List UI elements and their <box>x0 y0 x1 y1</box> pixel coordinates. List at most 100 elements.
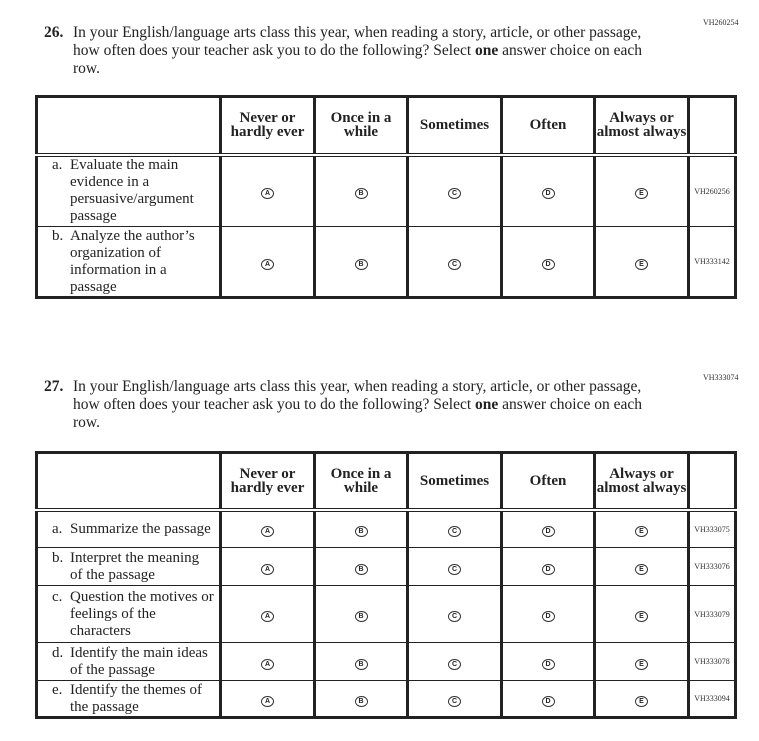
answer-bubble-d[interactable]: D <box>541 188 555 200</box>
answer-bubble-d[interactable]: D <box>541 526 555 538</box>
row-label: b. Interpret the meaning of the passage <box>36 547 221 586</box>
answer-bubble-d[interactable]: D <box>541 611 555 622</box>
row-label: a. Evaluate the main evidence in a persua… <box>36 154 221 227</box>
answer-bubble-b[interactable]: B <box>354 611 368 622</box>
answer-cell[interactable]: A <box>219 509 315 548</box>
table-row: b. Interpret the meaning of the passage A B… <box>36 547 736 586</box>
header-code-blank <box>687 452 736 512</box>
answer-bubble-e[interactable]: E <box>635 258 648 270</box>
answer-cell[interactable]: D <box>500 226 595 298</box>
table-row: d. Identify the main ideas of the passage… <box>36 642 736 681</box>
answer-bubble-a[interactable]: A <box>261 658 274 670</box>
column-header: Often <box>500 452 595 512</box>
item-code: VH333076 <box>687 547 736 586</box>
row-letter: e. <box>52 681 63 698</box>
answer-bubble-e[interactable]: E <box>635 611 648 622</box>
answer-bubble-a[interactable]: A <box>261 611 274 622</box>
row-letter: d. <box>52 644 64 661</box>
answer-cell[interactable]: C <box>406 642 502 681</box>
answer-cell[interactable]: E <box>593 226 689 298</box>
answer-cell[interactable]: D <box>500 154 595 227</box>
prompt-emphasis: one <box>475 396 499 413</box>
row-text: Identify the main ideas of the passage <box>70 644 208 678</box>
table-row: c. Question the motives or feelings of th… <box>36 585 736 643</box>
answer-bubble-a[interactable]: A <box>261 695 274 707</box>
answer-cell[interactable]: D <box>500 547 595 586</box>
answer-cell[interactable]: C <box>406 226 502 298</box>
answer-bubble-e[interactable]: E <box>635 658 648 670</box>
answer-bubble-b[interactable]: B <box>354 258 368 270</box>
answer-cell[interactable]: B <box>313 226 408 298</box>
answer-bubble-e[interactable]: E <box>635 188 648 200</box>
row-label: d. Identify the main ideas of the passage <box>36 642 221 681</box>
prompt-text: In your English/language arts class this… <box>73 24 642 59</box>
header-row: Never or hardly ever Once in a while Somet… <box>36 96 736 157</box>
header-blank <box>36 452 221 512</box>
answer-bubble-d[interactable]: D <box>541 563 555 575</box>
answer-cell[interactable]: B <box>313 680 408 718</box>
answer-cell[interactable]: E <box>593 642 689 681</box>
answer-cell[interactable]: D <box>500 509 595 548</box>
prompt-text-end: answer choice on each row. <box>73 42 643 77</box>
answer-cell[interactable]: C <box>406 680 502 718</box>
answer-cell[interactable]: A <box>219 154 315 227</box>
table-row: a. Summarize the passage A B C D E VH333075 <box>36 509 736 548</box>
answer-bubble-b[interactable]: B <box>354 658 368 670</box>
answer-bubble-c[interactable]: C <box>448 526 461 538</box>
answer-cell[interactable]: B <box>313 154 408 227</box>
answer-cell[interactable]: C <box>406 154 502 227</box>
table-row: e. Identify the themes of the passage A B C D… <box>36 680 736 718</box>
answer-cell[interactable]: C <box>406 509 502 548</box>
answer-cell[interactable]: A <box>219 680 315 718</box>
answer-bubble-b[interactable]: B <box>354 563 368 575</box>
answer-bubble-d[interactable]: D <box>541 658 555 670</box>
answer-cell[interactable]: B <box>313 509 408 548</box>
answer-bubble-b[interactable]: B <box>354 695 368 707</box>
answer-cell[interactable]: D <box>500 680 595 718</box>
answer-cell[interactable]: D <box>500 642 595 681</box>
answer-cell[interactable]: E <box>593 680 689 718</box>
answer-cell[interactable]: E <box>593 154 689 227</box>
answer-cell[interactable]: C <box>406 547 502 586</box>
answer-cell[interactable]: C <box>406 585 502 643</box>
answer-cell[interactable]: A <box>219 226 315 298</box>
answer-cell[interactable]: D <box>500 585 595 643</box>
answer-bubble-b[interactable]: B <box>354 526 368 538</box>
row-text: Question the motives or feelings of the … <box>70 588 214 639</box>
question-number: 27. <box>44 378 64 395</box>
answer-cell[interactable]: A <box>219 547 315 586</box>
answer-bubble-a[interactable]: A <box>261 258 274 270</box>
answer-cell[interactable]: A <box>219 585 315 643</box>
row-letter: a. <box>52 157 63 174</box>
answer-bubble-d[interactable]: D <box>541 258 555 270</box>
answer-bubble-d[interactable]: D <box>541 695 555 707</box>
answer-cell[interactable]: A <box>219 642 315 681</box>
answer-bubble-a[interactable]: A <box>261 526 274 538</box>
column-header: Never or hardly ever <box>219 96 315 157</box>
item-code: VH333075 <box>687 509 736 548</box>
answer-bubble-c[interactable]: C <box>448 658 461 670</box>
answer-bubble-a[interactable]: A <box>261 188 274 200</box>
answer-bubble-c[interactable]: C <box>448 563 461 575</box>
header-blank <box>36 96 221 157</box>
answer-bubble-e[interactable]: E <box>635 695 648 707</box>
answer-cell[interactable]: B <box>313 547 408 586</box>
answer-cell[interactable]: E <box>593 509 689 548</box>
question-id: VH260254 <box>703 18 739 27</box>
column-header: Once in a while <box>313 96 408 157</box>
answer-cell[interactable]: E <box>593 547 689 586</box>
answer-bubble-c[interactable]: C <box>448 611 461 622</box>
answer-bubble-e[interactable]: E <box>635 526 648 538</box>
answer-bubble-c[interactable]: C <box>448 188 461 200</box>
answer-cell[interactable]: E <box>593 585 689 643</box>
answer-bubble-e[interactable]: E <box>635 563 648 575</box>
answer-cell[interactable]: B <box>313 585 408 643</box>
prompt-text: In your English/language arts class this… <box>73 378 642 413</box>
item-code: VH333078 <box>687 642 736 681</box>
answer-bubble-c[interactable]: C <box>448 258 461 270</box>
answer-bubble-c[interactable]: C <box>448 695 461 707</box>
answer-bubble-b[interactable]: B <box>354 188 368 200</box>
row-text: Identify the themes of the passage <box>70 681 203 715</box>
answer-bubble-a[interactable]: A <box>261 563 274 575</box>
answer-cell[interactable]: B <box>313 642 408 681</box>
